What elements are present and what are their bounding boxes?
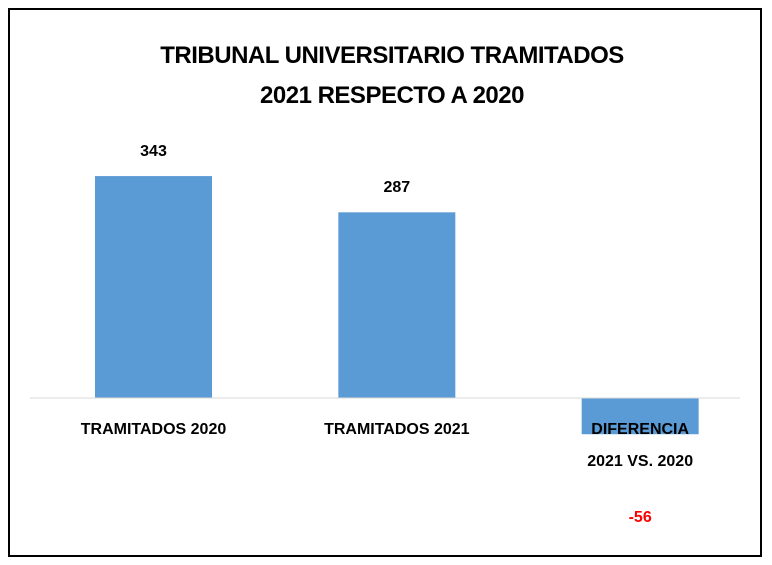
x-tick-label: TRAMITADOS 2020 — [80, 421, 227, 438]
data-label: -56 — [628, 509, 652, 527]
bar — [95, 176, 212, 398]
bar — [581, 398, 699, 435]
x-tick-label: TRAMITADOS 2021 — [324, 421, 470, 438]
chart-frame — [8, 8, 762, 557]
data-label: 287 — [383, 179, 411, 197]
bar — [338, 212, 456, 398]
x-tick-label: DIFERENCIA 2021 VS. 2020 — [587, 421, 694, 470]
chart-title: TRIBUNAL UNIVERSITARIO TRAMITADOS 2021 R… — [160, 42, 624, 109]
data-label: 343 — [140, 143, 167, 161]
